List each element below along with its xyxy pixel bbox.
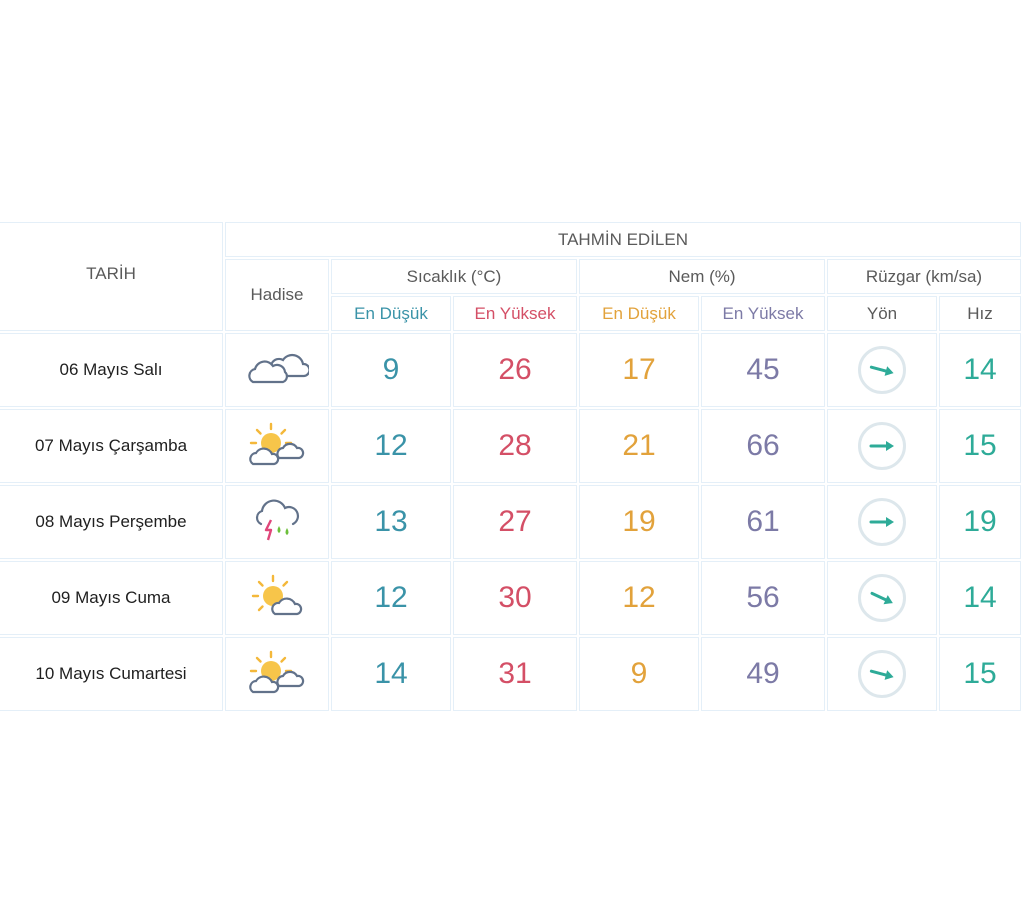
row-weather-cell — [226, 486, 328, 558]
row-temp-low: 14 — [332, 638, 450, 710]
row-temp-low: 13 — [332, 486, 450, 558]
row-humidity-low: 19 — [580, 486, 698, 558]
wind-direction-icon — [858, 574, 906, 622]
row-humidity-high: 49 — [702, 638, 824, 710]
row-humidity-high: 61 — [702, 486, 824, 558]
row-humidity-low: 9 — [580, 638, 698, 710]
row-wind-direction — [828, 638, 936, 710]
row-temp-high: 28 — [454, 410, 576, 482]
header-wind: Rüzgar (km/sa) — [828, 260, 1020, 293]
row-date: 10 Mayıs Cumartesi — [0, 638, 222, 710]
wind-direction-icon — [858, 650, 906, 698]
header-humidity-low: En Düşük — [580, 297, 698, 330]
row-weather-cell — [226, 334, 328, 406]
partly-cloudy-icon — [245, 648, 309, 701]
row-date: 07 Mayıs Çarşamba — [0, 410, 222, 482]
row-weather-cell — [226, 562, 328, 634]
wind-direction-icon — [858, 422, 906, 470]
header-temperature: Sıcaklık (°C) — [332, 260, 576, 293]
row-wind-speed: 15 — [940, 638, 1020, 710]
forecast-rows: 06 Mayıs Salı 9 26 17 45 14 — [0, 334, 1020, 710]
row-humidity-high: 56 — [702, 562, 824, 634]
row-wind-speed: 15 — [940, 410, 1020, 482]
row-humidity-low: 21 — [580, 410, 698, 482]
row-weather-cell — [226, 410, 328, 482]
row-date: 06 Mayıs Salı — [0, 334, 222, 406]
row-humidity-low: 12 — [580, 562, 698, 634]
header-temp-low: En Düşük — [332, 297, 450, 330]
row-humidity-low: 17 — [580, 334, 698, 406]
row-wind-speed: 14 — [940, 334, 1020, 406]
row-wind-direction — [828, 334, 936, 406]
row-temp-high: 30 — [454, 562, 576, 634]
row-date: 08 Mayıs Perşembe — [0, 486, 222, 558]
wind-direction-icon — [858, 498, 906, 546]
forecast-table: TARİH TAHMİN EDİLEN Hadise Sıcaklık (°C)… — [0, 219, 1024, 714]
row-temp-high: 27 — [454, 486, 576, 558]
table-row: 06 Mayıs Salı 9 26 17 45 14 — [0, 334, 1020, 406]
header-weather-event: Hadise — [226, 260, 328, 330]
table-row: 09 Mayıs Cuma — [0, 562, 1020, 634]
thunderstorm-rain-icon — [249, 496, 305, 549]
row-wind-direction — [828, 562, 936, 634]
row-wind-direction — [828, 486, 936, 558]
row-temp-low: 12 — [332, 562, 450, 634]
row-temp-high: 26 — [454, 334, 576, 406]
header-humidity: Nem (%) — [580, 260, 824, 293]
row-humidity-high: 45 — [702, 334, 824, 406]
row-temp-high: 31 — [454, 638, 576, 710]
row-wind-speed: 19 — [940, 486, 1020, 558]
header-wind-direction: Yön — [828, 297, 936, 330]
cloudy-icon — [245, 348, 311, 393]
table-row: 07 Mayıs Çarşamba — [0, 410, 1020, 482]
row-temp-low: 9 — [332, 334, 450, 406]
partly-cloudy-icon — [245, 420, 309, 473]
mostly-sunny-icon — [249, 572, 305, 625]
row-wind-speed: 14 — [940, 562, 1020, 634]
row-humidity-high: 66 — [702, 410, 824, 482]
row-wind-direction — [828, 410, 936, 482]
header-wind-speed: Hız — [940, 297, 1020, 330]
row-date: 09 Mayıs Cuma — [0, 562, 222, 634]
row-temp-low: 12 — [332, 410, 450, 482]
header-forecast-title: TAHMİN EDİLEN — [226, 223, 1020, 256]
table-row: 08 Mayıs Perşembe 13 27 19 61 — [0, 486, 1020, 558]
wind-direction-icon — [858, 346, 906, 394]
header-temp-high: En Yüksek — [454, 297, 576, 330]
table-row: 10 Mayıs Cumartesi — [0, 638, 1020, 710]
header-humidity-high: En Yüksek — [702, 297, 824, 330]
row-weather-cell — [226, 638, 328, 710]
header-date: TARİH — [0, 223, 222, 330]
